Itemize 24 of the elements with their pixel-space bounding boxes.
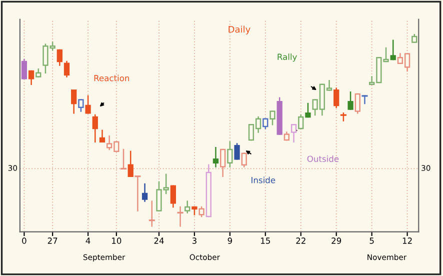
x-tick-label: 24 (154, 238, 164, 244)
annotation: Inside (252, 176, 276, 184)
candlestick (142, 183, 148, 202)
candlestick (184, 200, 190, 214)
chart-title: Daily (228, 26, 250, 34)
x-tick-label: 12 (402, 238, 412, 244)
x-tick-label: 27 (48, 238, 58, 244)
x-tick-label: 15 (261, 238, 270, 244)
x-tick-label: 5 (370, 238, 374, 244)
x-tick-label: 3 (192, 238, 196, 244)
x-tick-label: 10 (112, 238, 122, 244)
x-tick-label: 29 (332, 238, 342, 244)
candlestick (92, 114, 98, 142)
candlestick (64, 60, 70, 78)
candlestick (334, 88, 340, 108)
candlestick (212, 146, 219, 168)
annotation: Rally (278, 54, 297, 62)
candlestick (177, 206, 184, 227)
x-tick-label: 9 (228, 238, 232, 244)
x-tick-label: 4 (86, 238, 90, 244)
annotation: Reaction (94, 74, 130, 82)
x-tick-label: 0 (22, 238, 26, 244)
annotation: Outside (307, 156, 339, 162)
x-tick-label: 22 (296, 238, 306, 244)
